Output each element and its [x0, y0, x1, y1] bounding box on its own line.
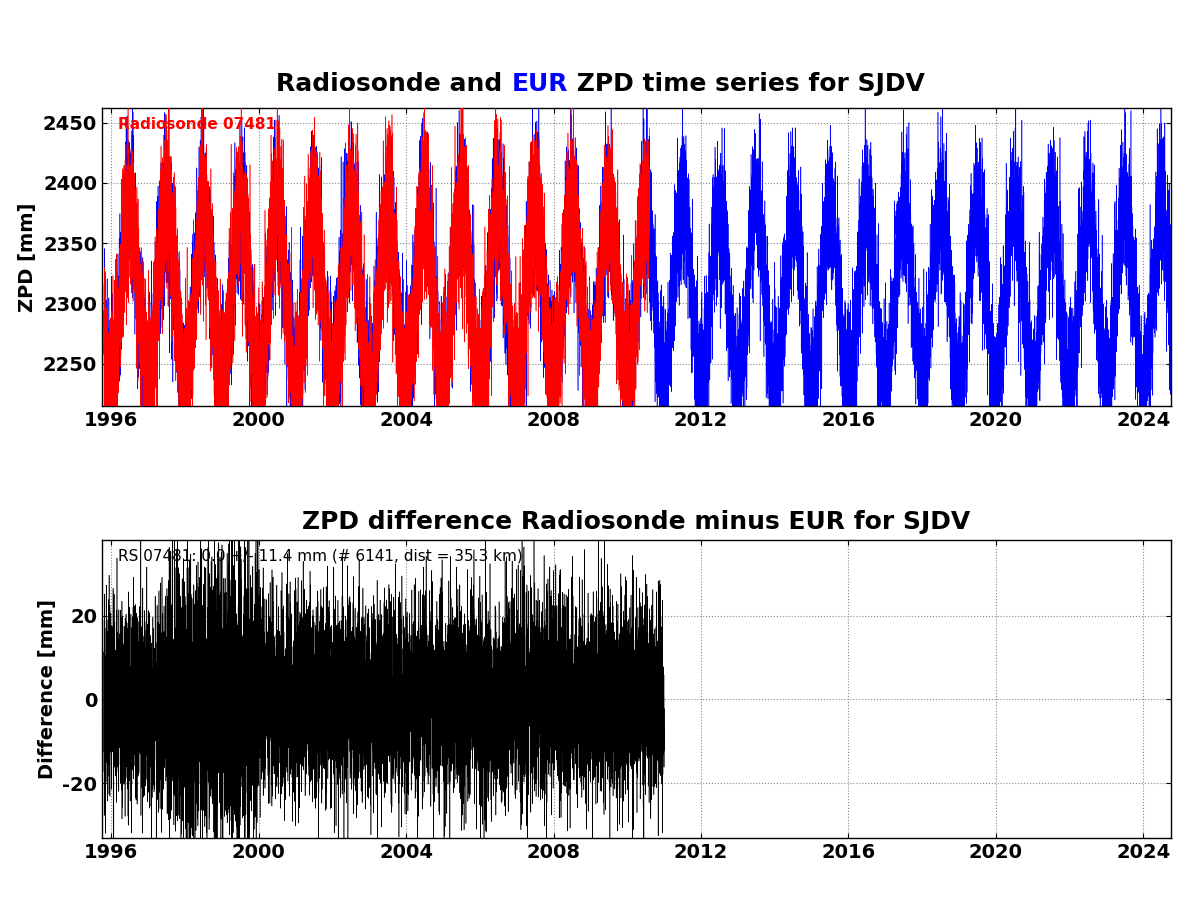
Y-axis label: Difference [mm]: Difference [mm] [37, 599, 56, 779]
Text: ZPD time series for SJDV: ZPD time series for SJDV [568, 72, 925, 96]
Text: Radiosonde 07481: Radiosonde 07481 [118, 117, 276, 132]
Text: Radiosonde and: Radiosonde and [276, 72, 512, 96]
Title: ZPD difference Radiosonde minus EUR for SJDV: ZPD difference Radiosonde minus EUR for … [303, 510, 970, 534]
Y-axis label: ZPD [mm]: ZPD [mm] [18, 203, 37, 312]
Text: RS 07481: 0.0 +/- 11.4 mm (# 6141, dist = 35.3 km): RS 07481: 0.0 +/- 11.4 mm (# 6141, dist … [118, 549, 522, 564]
Text: EUR: EUR [512, 72, 568, 96]
